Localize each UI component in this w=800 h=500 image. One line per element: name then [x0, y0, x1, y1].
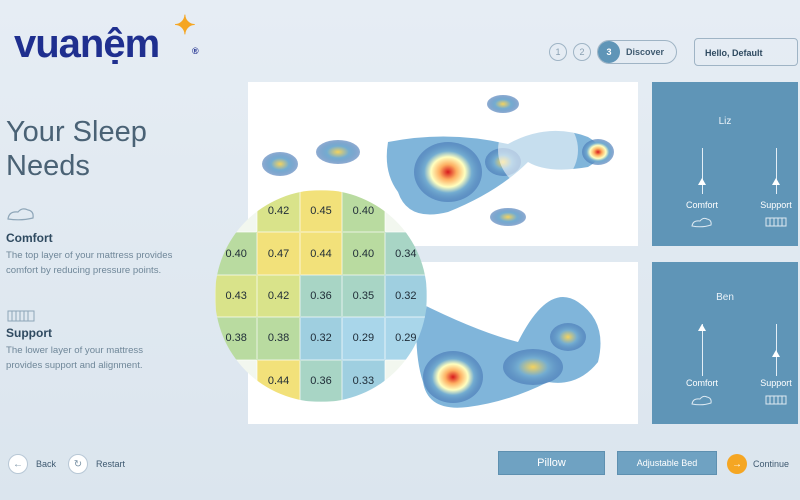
pressure-cell: 0.29 — [342, 317, 385, 360]
pillow-icon — [691, 395, 712, 406]
back-button[interactable]: ← Back — [8, 454, 56, 474]
restart-icon: ↻ — [68, 454, 88, 474]
pressure-heatmap-side-sleeper — [262, 95, 614, 226]
profile-card-liz: Liz Comfort Support — [652, 82, 798, 246]
pressure-cell: 0.44 — [257, 359, 300, 402]
comfort-level-arrow — [698, 178, 706, 185]
support-level-arrow — [772, 350, 780, 357]
spring-icon — [7, 310, 35, 322]
sparkle-icon: ✦ — [174, 10, 196, 40]
pressure-cell — [384, 190, 427, 233]
arrow-left-icon: ← — [8, 454, 28, 474]
logo-text: vuanệm — [14, 22, 160, 66]
continue-label: Continue — [753, 459, 790, 469]
pressure-cell: 0.44 — [299, 232, 343, 275]
pressure-cell — [215, 359, 258, 402]
step-3-number: 3 — [598, 41, 620, 63]
comfort-meter-track — [702, 148, 703, 194]
pressure-cell: 0.40 — [342, 190, 385, 233]
pressure-value-grid: 0.42 0.45 0.40 0.40 0.47 0.44 0.40 0.34 0.43 0.42… — [215, 190, 427, 402]
comfort-meter-track — [702, 324, 703, 376]
pressure-heatmap-back-sleeper — [416, 297, 601, 408]
pressure-cell: 0.38 — [215, 317, 258, 360]
continue-button[interactable]: → Continue — [727, 454, 789, 474]
comfort-label: Comfort — [685, 200, 718, 210]
pillow-icon — [691, 217, 712, 228]
registered-mark: ® — [192, 46, 199, 56]
restart-label: Restart — [96, 459, 126, 469]
pressure-cell: 0.47 — [257, 232, 300, 275]
spring-icon — [765, 395, 787, 405]
brand-logo: vuanệm ✦ ® — [14, 10, 199, 67]
profile-name: Liz — [718, 116, 732, 127]
pressure-cell: 0.36 — [299, 274, 343, 318]
comfort-description: The top layer of your mattress provides … — [6, 250, 173, 276]
pressure-cell: 0.32 — [384, 274, 427, 318]
pressure-cell: 0.38 — [257, 317, 300, 360]
support-meter-track — [776, 148, 777, 194]
page-title: Your Sleep Needs — [6, 116, 147, 182]
support-label: Support — [760, 200, 792, 210]
pressure-cell: 0.40 — [215, 232, 258, 275]
comfort-heading: Comfort — [6, 231, 53, 245]
user-greeting-button[interactable]: Hello, Default — [694, 38, 798, 66]
pressure-cell: 0.34 — [384, 232, 427, 275]
pressure-cell: 0.45 — [299, 190, 343, 233]
support-description: The lower layer of your mattress provide… — [6, 345, 144, 371]
pressure-cell — [384, 359, 427, 402]
pillow-icon — [7, 208, 34, 221]
pressure-cell: 0.43 — [215, 274, 258, 318]
restart-button[interactable]: ↻ Restart — [68, 454, 125, 474]
pressure-cell: 0.40 — [342, 232, 385, 275]
comfort-label: Comfort — [685, 378, 718, 388]
arrow-right-icon: → — [727, 454, 747, 474]
support-level-arrow — [772, 178, 780, 185]
step-2[interactable]: 2 — [573, 43, 591, 61]
comfort-level-arrow — [698, 324, 706, 331]
step-3-discover[interactable]: 3 Discover — [597, 40, 678, 64]
step-1[interactable]: 1 — [549, 43, 567, 61]
pressure-cell: 0.32 — [299, 317, 343, 360]
support-heading: Support — [6, 326, 52, 340]
profile-name: Ben — [716, 292, 734, 303]
back-label: Back — [36, 459, 57, 469]
profile-card-ben: Ben Comfort Support — [652, 262, 798, 424]
pressure-cell: 0.33 — [342, 359, 385, 402]
pressure-cell: 0.42 — [257, 274, 300, 318]
pressure-cell: 0.42 — [257, 190, 300, 233]
spring-icon — [765, 217, 787, 227]
pressure-cell: 0.36 — [299, 359, 343, 402]
step-3-label: Discover — [626, 47, 665, 57]
pressure-zoom-lens: 0.42 0.45 0.40 0.40 0.47 0.44 0.40 0.34 0.43 0.42… — [215, 190, 427, 402]
pressure-cell: 0.35 — [342, 274, 385, 318]
pressure-cell — [215, 190, 258, 233]
pillow-button[interactable]: Pillow — [498, 451, 605, 475]
pressure-cell: 0.29 — [384, 317, 427, 360]
adjustable-bed-button[interactable]: Adjustable Bed — [617, 451, 717, 475]
progress-stepper: 1 2 3 Discover — [549, 40, 678, 64]
support-label: Support — [760, 378, 792, 388]
